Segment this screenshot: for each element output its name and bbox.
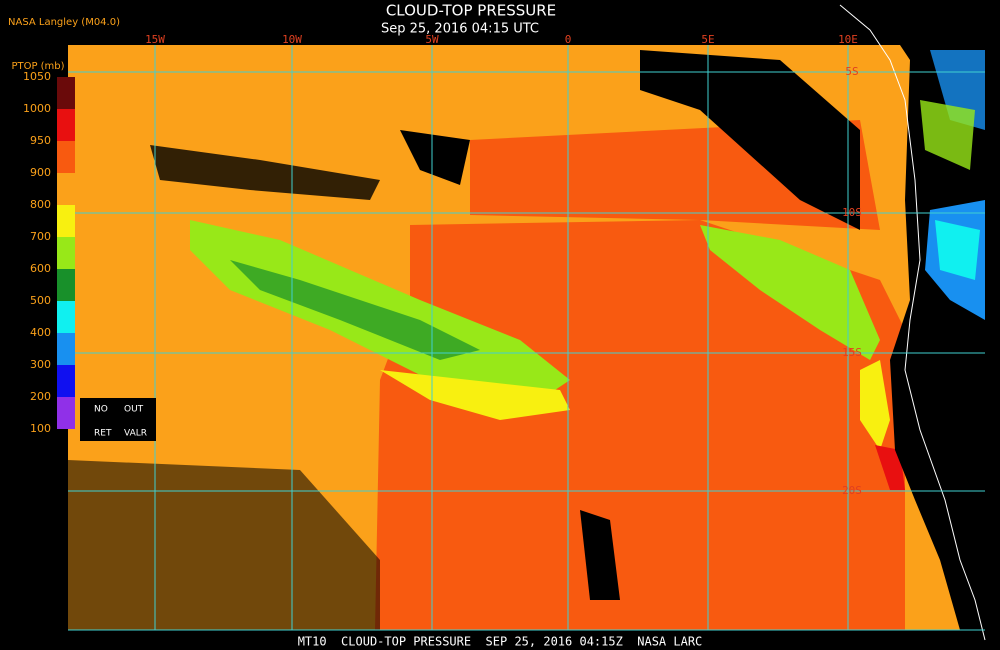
high-cloud (935, 220, 980, 280)
colorbar-label: 100 (30, 422, 51, 435)
legend-text: NO (94, 405, 108, 415)
colorbar-swatch (57, 173, 75, 205)
latitude-label: 5S (845, 65, 858, 78)
footer: MT10 CLOUD-TOP PRESSURE SEP 25, 2016 04:… (298, 635, 703, 649)
colorbar-label: 500 (30, 294, 51, 307)
longitude-label: 0 (565, 33, 572, 46)
colorbar-label: 900 (30, 166, 51, 179)
land (890, 45, 985, 630)
colorbar-label: 200 (30, 390, 51, 403)
satellite-image (68, 4, 986, 641)
colorbar-label: 600 (30, 262, 51, 275)
longitude-label: 5W (425, 33, 439, 46)
latitude-label: 20S (842, 484, 862, 497)
longitude-label: 15W (145, 33, 165, 46)
longitude-label: 10W (282, 33, 302, 46)
subtitle: Sep 25, 2016 04:15 UTC (381, 22, 539, 37)
colorbar-swatch (57, 301, 75, 333)
clear-sky (400, 130, 470, 185)
colorbar-swatch (57, 237, 75, 269)
mid-cloud (920, 100, 975, 170)
source-label: NASA Langley (M04.0) (8, 17, 120, 28)
clear-sky (68, 460, 380, 630)
title: CLOUD-TOP PRESSURE (386, 2, 556, 20)
latitude-label: 10S (842, 206, 862, 219)
graticule (68, 45, 985, 631)
clear-sky (580, 510, 620, 600)
latitude-label: 15S (842, 346, 862, 359)
colorbar-label: 950 (30, 134, 51, 147)
coastline (839, 4, 986, 641)
clear-sky (640, 50, 860, 230)
colorbar-label: 1050 (23, 70, 51, 83)
mid-cloud (380, 370, 570, 420)
colorbar-label: 300 (30, 358, 51, 371)
legend-text: OUT (124, 405, 144, 415)
colorbar-swatch (57, 365, 75, 397)
longitude-label: 5E (701, 33, 714, 46)
cloud-region (375, 220, 905, 630)
legend-box (80, 398, 156, 441)
mid-cloud (700, 225, 880, 360)
colorbar-title: PTOP (mb) (11, 61, 64, 72)
legend-text: RET (94, 429, 112, 439)
colorbar-label: 1000 (23, 102, 51, 115)
colorbar-swatch (57, 333, 75, 365)
colorbar-swatch (57, 269, 75, 301)
longitude-label: 10E (838, 33, 858, 46)
mid-cloud (860, 360, 890, 450)
legend-text: VALR (124, 429, 147, 439)
colorbar-swatch (57, 205, 75, 237)
colorbar-label: 800 (30, 198, 51, 211)
colorbar-swatch (57, 109, 75, 141)
clear-sky (150, 145, 380, 200)
colorbar-swatch (57, 141, 75, 173)
colorbar-swatch (57, 397, 75, 429)
colorbar-swatch (57, 77, 75, 109)
colorbar-label: 700 (30, 230, 51, 243)
colorbar-label: 400 (30, 326, 51, 339)
